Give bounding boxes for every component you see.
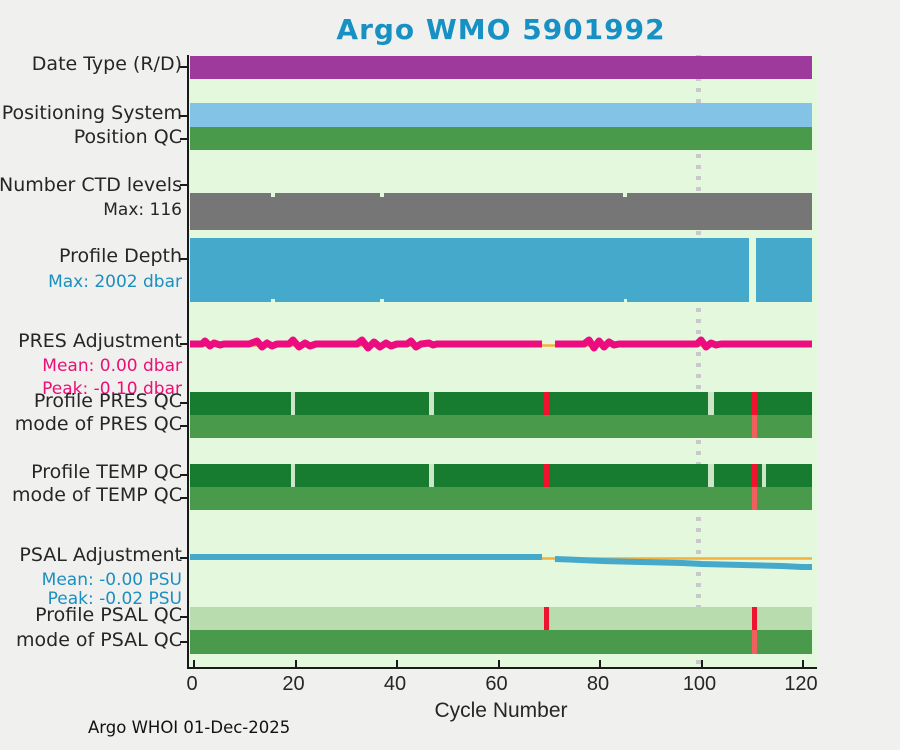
qc-lightred-flag <box>751 630 757 654</box>
row-label: Peak: -0.02 PSU <box>47 589 182 610</box>
x-tick-label: 100 <box>682 673 717 695</box>
profile-pres-qc-bar <box>190 392 812 415</box>
x-tick-label: 60 <box>485 673 508 695</box>
qc-red-flag <box>543 464 549 487</box>
qc-lightred-flag <box>751 415 757 438</box>
row-label: Max: 2002 dbar <box>48 272 182 293</box>
qc-red-flag <box>751 392 757 415</box>
row-label: Number CTD levels <box>0 174 182 197</box>
row-label: Profile Depth <box>59 245 182 268</box>
qc-red-flag <box>543 392 549 415</box>
x-axis-tick <box>497 660 500 667</box>
row-label: Profile PSAL QC <box>35 604 182 627</box>
dashed-cycle-marker <box>696 55 702 667</box>
bar-notch <box>271 299 275 302</box>
y-axis-tick <box>180 474 187 476</box>
y-axis-tick <box>180 138 187 140</box>
row-label: PRES Adjustment <box>18 330 182 353</box>
row-label: Profile TEMP QC <box>31 461 182 484</box>
row-label: Positioning System <box>1 102 182 125</box>
x-axis-tick <box>599 660 601 667</box>
qc-gap <box>708 392 715 415</box>
qc-red-flag <box>751 607 757 630</box>
row-label: mode of PSAL QC <box>16 629 182 652</box>
ctd-levels-bar <box>190 193 812 230</box>
x-tick-label: 20 <box>282 673 305 695</box>
mode-psal-qc-bar <box>190 630 812 654</box>
y-axis-tick <box>180 425 187 427</box>
chart-title: Argo WMO 5901992 <box>336 13 666 46</box>
positioning-system-bar <box>190 103 812 127</box>
qc-gap <box>429 392 434 415</box>
mode-temp-qc-bar <box>190 487 812 510</box>
row-label: PSAL Adjustment <box>19 544 182 567</box>
profile-temp-qc-bar <box>190 464 812 487</box>
x-axis-tick <box>294 660 297 667</box>
qc-gap <box>708 464 715 487</box>
y-axis-tick <box>180 402 187 404</box>
y-axis-tick <box>180 497 187 499</box>
y-axis-tick <box>180 343 187 345</box>
pres-adjustment-line <box>190 336 542 352</box>
bar-notch <box>379 299 384 302</box>
x-tick-label: 0 <box>186 673 198 695</box>
row-label: Mean: -0.00 PSU <box>41 570 182 591</box>
qc-gap <box>291 392 296 415</box>
x-axis-tick <box>700 660 703 667</box>
row-label: Position QC <box>73 126 182 149</box>
x-tick-label: 80 <box>586 673 610 695</box>
row-label: Date Type (R/D) <box>31 53 182 76</box>
x-axis-tick <box>802 660 804 667</box>
row-label: mode of TEMP QC <box>12 484 182 507</box>
x-axis-tick <box>396 660 398 667</box>
row-label: Max: 116 <box>103 200 182 221</box>
qc-gap <box>429 464 434 487</box>
y-axis-tick <box>180 115 187 117</box>
qc-gap <box>291 464 296 487</box>
qc-gap <box>762 464 767 487</box>
bar-notch <box>623 299 628 302</box>
y-axis-tick <box>180 184 187 186</box>
profile-psal-qc-bar <box>190 607 812 630</box>
row-label: Peak: -0.10 dbar <box>42 379 182 400</box>
bar-notch <box>623 193 628 197</box>
footer-note: Argo WHOI 01-Dec-2025 <box>88 718 291 737</box>
x-tick-label: 120 <box>784 673 818 695</box>
mode-pres-qc-bar <box>190 415 812 438</box>
x-axis-tick <box>193 660 195 667</box>
position-qc-bar <box>190 127 812 150</box>
date-type-bar <box>190 56 812 79</box>
profile-depth-bar <box>190 238 812 302</box>
row-label: Profile PRES QC <box>33 390 182 413</box>
y-axis-tick <box>180 641 187 643</box>
adjustment-lines-layer <box>190 336 812 570</box>
x-tick-label: 40 <box>383 673 407 695</box>
pres-adjustment-line <box>555 336 812 352</box>
row-label: Mean: 0.00 dbar <box>42 356 182 377</box>
bar-notch <box>379 193 384 197</box>
qc-red-flag <box>751 464 757 487</box>
y-axis-tick <box>180 66 187 68</box>
qc-lightred-flag <box>751 487 757 510</box>
y-axis-tick <box>180 616 187 618</box>
bar-notch <box>271 193 276 197</box>
x-axis-title: Cycle Number <box>434 699 568 722</box>
psal-adjustment-line <box>554 556 812 570</box>
y-axis-tick <box>180 258 187 260</box>
qc-red-flag <box>543 607 549 630</box>
row-label: mode of PRES QC <box>14 413 182 436</box>
missing-profile-gap <box>749 238 757 302</box>
plot-area <box>187 55 817 669</box>
y-axis-tick <box>180 557 187 559</box>
